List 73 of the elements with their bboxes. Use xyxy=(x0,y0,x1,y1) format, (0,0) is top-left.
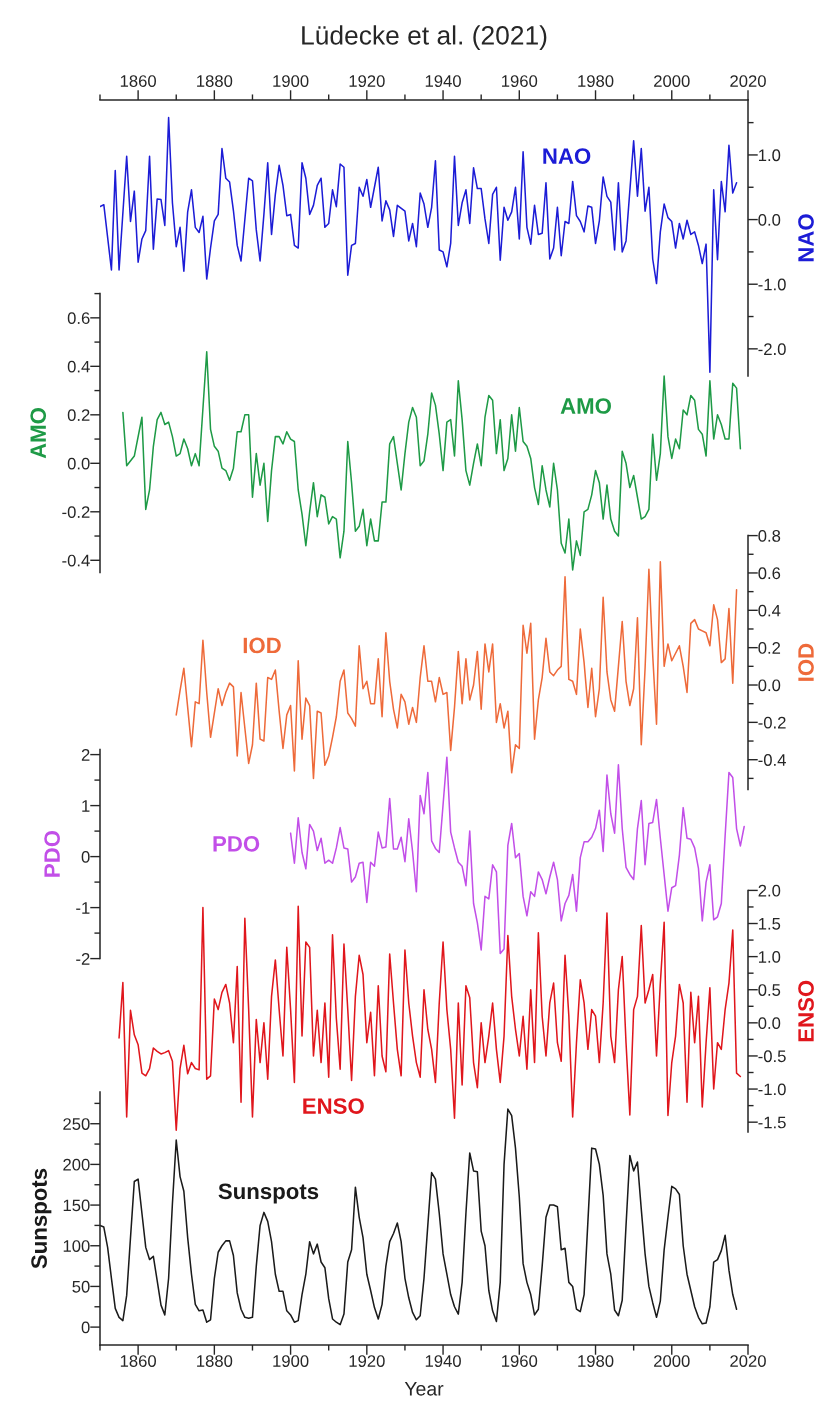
y2-tick-label: 0.2 xyxy=(758,642,781,654)
line-series xyxy=(118,905,742,1131)
x-tick-label: 1860 xyxy=(120,1355,157,1367)
y-axis-title: Sunspots xyxy=(31,1168,52,1269)
series-label: ENSO xyxy=(303,1098,364,1114)
y-tick-label: 100 xyxy=(63,1240,90,1252)
x-tick-label: 1860 xyxy=(120,75,157,87)
series-label: PDO xyxy=(213,835,260,852)
y-axis-title: AMO xyxy=(30,408,47,459)
y2-tick-label: -0.2 xyxy=(758,716,786,729)
line-series xyxy=(175,560,738,780)
x-tick-label: 1940 xyxy=(425,75,461,87)
y2-tick-label: 0.0 xyxy=(758,1017,781,1030)
y-tick-label: -0.2 xyxy=(62,506,90,518)
x-axis-title: Year xyxy=(404,1382,444,1396)
y2-axis-title: NAO xyxy=(798,214,814,262)
y-tick-label: -2 xyxy=(76,953,90,965)
y2-axis-title: ENSO xyxy=(798,980,814,1042)
x-tick-label: 1920 xyxy=(349,1355,385,1367)
x-tick-label: 2000 xyxy=(654,75,690,87)
series-label: IOD xyxy=(243,637,281,654)
y-tick-label: 0 xyxy=(81,851,90,863)
y2-tick-label: 0.0 xyxy=(758,679,781,692)
y2-tick-label: 0.4 xyxy=(758,604,781,617)
y-axis-title: PDO xyxy=(44,830,60,877)
y-tick-label: 1 xyxy=(82,800,90,812)
y-tick-label: 0 xyxy=(81,1321,90,1334)
y-tick-label: 250 xyxy=(63,1118,90,1130)
y2-tick-label: 0.5 xyxy=(758,984,781,996)
y-tick-label: -0.4 xyxy=(62,554,90,567)
y-tick-label: 2 xyxy=(81,749,90,761)
y2-tick-label: -0.4 xyxy=(758,754,786,766)
chart-title: Lüdecke et al. (2021) xyxy=(302,25,547,50)
x-tick-label: 2020 xyxy=(730,75,766,87)
y2-tick-label: 1.0 xyxy=(758,951,781,963)
y-tick-label: -1 xyxy=(76,902,90,914)
y2-tick-label: -1.5 xyxy=(758,1116,786,1129)
line-series xyxy=(289,756,745,955)
line-series xyxy=(100,116,738,373)
x-tick-label: 1960 xyxy=(502,1355,538,1367)
y2-tick-label: -0.5 xyxy=(758,1050,786,1063)
line-series xyxy=(122,351,742,571)
x-tick-label: 2020 xyxy=(730,1355,766,1367)
y2-tick-label: -1.0 xyxy=(758,278,786,291)
y-tick-label: 0.4 xyxy=(67,360,90,373)
series-label: NAO xyxy=(543,148,591,164)
x-tick-label: 1940 xyxy=(425,1355,461,1367)
y2-tick-label: 0.0 xyxy=(758,213,781,226)
y-tick-label: 200 xyxy=(63,1158,90,1171)
x-tick-label: 1900 xyxy=(273,75,309,87)
series-label: Sunspots xyxy=(218,1183,319,1204)
y2-tick-label: -1.0 xyxy=(758,1083,786,1096)
y2-tick-label: 0.6 xyxy=(758,567,781,580)
y2-tick-label: 0.8 xyxy=(758,530,781,542)
y-tick-label: 50 xyxy=(72,1280,90,1293)
y-tick-label: 0.6 xyxy=(67,312,90,325)
y-tick-label: 150 xyxy=(63,1199,90,1212)
y2-tick-label: 1.5 xyxy=(758,918,781,930)
y2-tick-label: -2.0 xyxy=(758,343,786,356)
y2-tick-label: 2.0 xyxy=(758,884,781,897)
y2-tick-label: 1.0 xyxy=(758,149,781,162)
x-tick-label: 1980 xyxy=(578,1355,614,1367)
x-tick-label: 1880 xyxy=(197,1355,233,1367)
x-tick-label: 1880 xyxy=(197,75,233,87)
x-tick-label: 1980 xyxy=(578,75,614,87)
y-tick-label: 0.2 xyxy=(67,409,90,422)
x-tick-label: 2000 xyxy=(654,1355,690,1367)
series-label: AMO xyxy=(560,398,611,414)
x-tick-label: 1900 xyxy=(273,1355,309,1367)
x-tick-label: 1920 xyxy=(349,75,385,87)
y-tick-label: 0.0 xyxy=(67,457,90,470)
y2-axis-title: IOD xyxy=(798,643,814,681)
x-tick-label: 1960 xyxy=(502,75,538,87)
